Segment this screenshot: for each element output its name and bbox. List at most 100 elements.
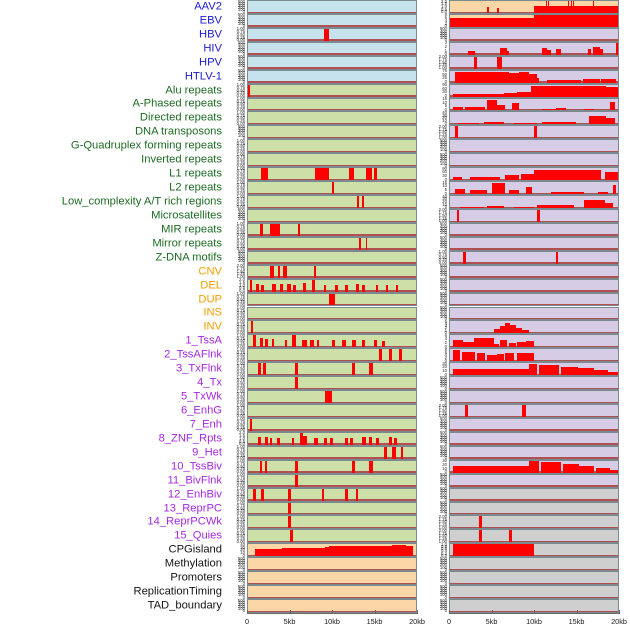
- y-tick-label: 0: [444, 78, 447, 84]
- y-tick-label: 0.75: [236, 182, 245, 188]
- y-tick-label: 200: [439, 562, 447, 568]
- y-tick-label: 0: [444, 427, 447, 433]
- y-tick-label: 400: [237, 42, 245, 48]
- y-tick-label: 100: [439, 34, 447, 40]
- data-bar: [537, 209, 541, 222]
- y-tick-label: 0.00: [236, 510, 245, 516]
- y-tick-label: 400: [439, 139, 447, 145]
- y-tick-label: 300: [439, 295, 447, 301]
- row-label: ReplicationTiming: [133, 585, 223, 598]
- row-label-cell: G-Quadruplex forming repeats: [0, 139, 222, 153]
- y-tick-label: 1.00: [236, 81, 245, 87]
- y-tick-label: 1.00: [236, 179, 245, 185]
- data-bar: [517, 352, 528, 362]
- y-tick-label: 0.75: [236, 530, 245, 536]
- panel-baseline: [450, 304, 618, 306]
- y-tick-label: 200: [237, 60, 245, 66]
- y-tick-label: 1.00: [236, 416, 245, 422]
- data-bar: [348, 168, 354, 181]
- data-bar: [473, 337, 494, 348]
- data-bar: [503, 92, 518, 97]
- panel-baseline: [248, 206, 416, 208]
- y-tick-label: 0.25: [236, 382, 245, 388]
- y-tick-label: 200: [439, 381, 447, 387]
- y-tick-label: 500: [237, 123, 245, 129]
- y-tick-label: 0: [444, 469, 447, 475]
- y-tick-label: 400: [237, 56, 245, 62]
- y-tick-label: 400: [439, 153, 447, 159]
- y-tick-label: 0.75: [236, 377, 245, 383]
- y-tick-label: 0.75: [236, 154, 245, 160]
- plot-panel-left: [247, 390, 417, 404]
- y-tick-label: 0: [444, 176, 447, 182]
- data-bar: [264, 437, 269, 445]
- y-axis-right: 0 10 20 30 40: [426, 194, 448, 210]
- y-tick-label: 1.25: [438, 410, 447, 416]
- y-tick-label: 0.00: [236, 357, 245, 363]
- y-tick-label: 1.0: [239, 282, 245, 288]
- y-tick-label: 500: [439, 221, 447, 227]
- x-tick-label: 10kb: [526, 617, 542, 626]
- row-label-cell: Methylation: [0, 557, 222, 571]
- y-tick-label: 5: [444, 103, 447, 109]
- y-tick-label: 0.50: [236, 477, 245, 483]
- data-bar: [259, 460, 263, 473]
- y-tick-label: 1.00: [236, 360, 245, 366]
- data-bar: [587, 48, 592, 55]
- data-bar: [352, 339, 356, 348]
- panel-baseline: [248, 178, 416, 181]
- plot-panel-right: [449, 278, 619, 293]
- panel-baseline: [450, 457, 618, 459]
- y-tick-label: 0.00: [236, 232, 245, 238]
- y-axis-right: 0 10 20 30 40: [426, 109, 448, 126]
- panel-baseline: [450, 192, 618, 195]
- panel-baseline: [248, 527, 416, 529]
- data-bar: [522, 330, 529, 334]
- y-tick-label: 300: [237, 58, 245, 64]
- data-bar: [528, 74, 538, 83]
- data-bar: [604, 171, 618, 181]
- y-axis-left: 0.00 0.25 0.50 0.75 1.00: [224, 472, 246, 488]
- data-bar: [492, 183, 506, 195]
- y-tick-label: 1.50: [438, 129, 447, 135]
- panel-baseline: [450, 485, 618, 487]
- track-row: TAD_boundary 0 100 200 300 400 500 0 100 200 300 40…: [0, 598, 630, 613]
- y-tick-label: 400: [439, 293, 447, 299]
- data-bar: [293, 284, 296, 292]
- y-tick-label: 40: [442, 109, 447, 115]
- data-bar: [453, 17, 534, 27]
- y-tick-label: 2.00: [438, 123, 447, 129]
- y-tick-label: 1.00: [236, 374, 245, 380]
- plot-panel-right: [449, 306, 619, 321]
- data-bar: [362, 284, 365, 292]
- y-tick-label: 30: [240, 544, 245, 550]
- data-bar: [249, 418, 253, 431]
- y-tick-label: 0.25: [236, 145, 245, 151]
- y-axis-right: 1.00 1.25 1.50 1.75 2.00: [426, 528, 448, 544]
- track-row: 2_TssAFlnk 0.00 0.25 0.50 0.75 1.00 0 2 4 6 8: [0, 347, 630, 363]
- y-axis-right: 0 100 200 300 400 500: [426, 389, 448, 405]
- data-bar: [323, 437, 327, 445]
- data-bar: [284, 339, 288, 348]
- y-tick-label: 0.50: [236, 366, 245, 372]
- y-axis-right: 0 100 200 300 400 500: [426, 486, 448, 502]
- y-tick-label: 50: [442, 71, 447, 77]
- row-label: Promoters: [170, 571, 222, 584]
- y-tick-label: 0.4: [441, 548, 447, 554]
- y-tick-label: 300: [237, 72, 245, 78]
- data-bar: [453, 350, 461, 362]
- y-tick-label: 0.25: [236, 340, 245, 346]
- data-bar: [389, 349, 393, 362]
- y-tick-label: 0: [242, 218, 245, 224]
- y-tick-label: 0: [444, 455, 447, 461]
- plot-panel-left: [247, 41, 417, 56]
- y-axis-left: 0.0 0.5 1.0 1.5 2.0: [224, 277, 246, 293]
- panel-baseline: [450, 582, 618, 585]
- y-tick-label: 0.2: [441, 550, 447, 556]
- data-bar: [253, 335, 256, 348]
- panel-baseline: [248, 67, 416, 69]
- y-tick-label: 0.00: [236, 371, 245, 377]
- data-bar: [483, 122, 504, 125]
- panel-baseline: [248, 220, 416, 222]
- y-tick-label: 0.25: [236, 299, 245, 305]
